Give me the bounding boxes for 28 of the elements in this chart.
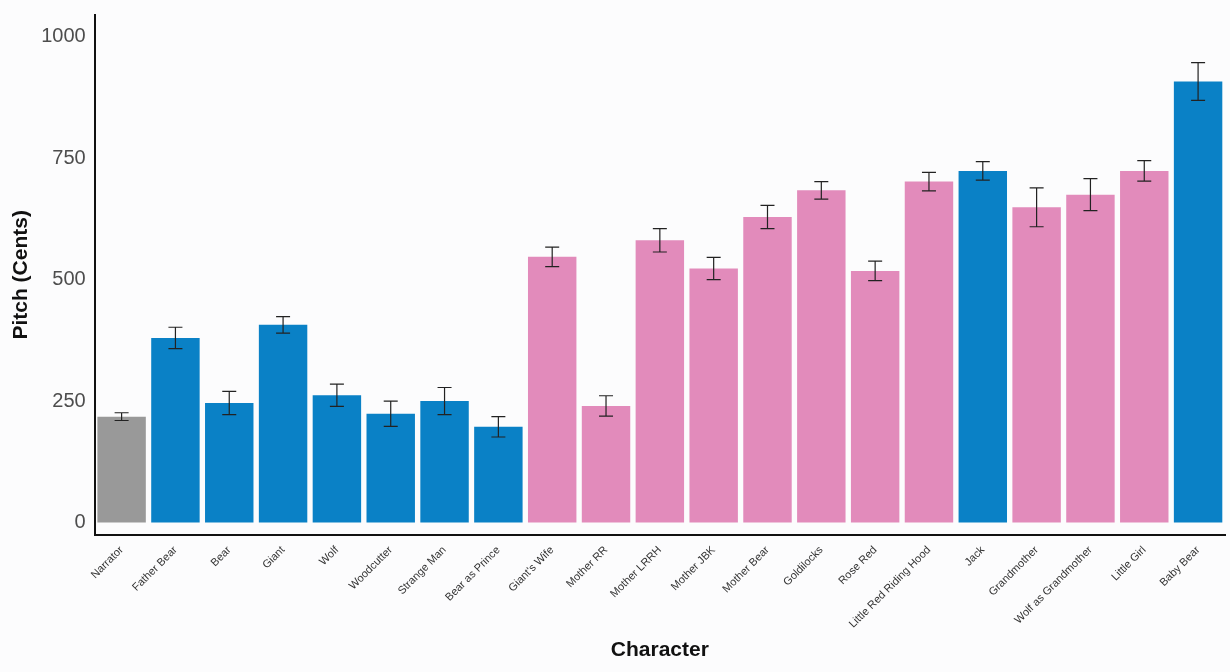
y-tick-label: 500 [52, 267, 86, 290]
y-tick-label: 250 [52, 388, 86, 411]
bar [1120, 170, 1169, 523]
bar [205, 403, 254, 523]
y-tick-label: 1000 [41, 24, 86, 47]
bar [1173, 81, 1223, 523]
bar [581, 405, 631, 523]
x-axis-title: Character [610, 637, 709, 661]
bar [904, 181, 954, 523]
bar [743, 217, 792, 523]
bar [527, 256, 577, 523]
bar [258, 324, 308, 523]
bar [797, 190, 846, 523]
bar [420, 401, 469, 523]
bar [474, 426, 523, 523]
y-tick-label: 0 [74, 510, 86, 533]
bar [958, 170, 1008, 523]
y-axis-title: Pitch (Cents) [8, 210, 32, 340]
bar [366, 413, 415, 523]
bar [1066, 194, 1115, 523]
bar [689, 268, 738, 523]
bar [850, 270, 900, 523]
bar [151, 337, 200, 523]
bar [312, 395, 362, 523]
bar [635, 240, 685, 523]
y-tick-label: 750 [52, 145, 86, 168]
bar [97, 416, 146, 523]
bar [1012, 207, 1061, 523]
